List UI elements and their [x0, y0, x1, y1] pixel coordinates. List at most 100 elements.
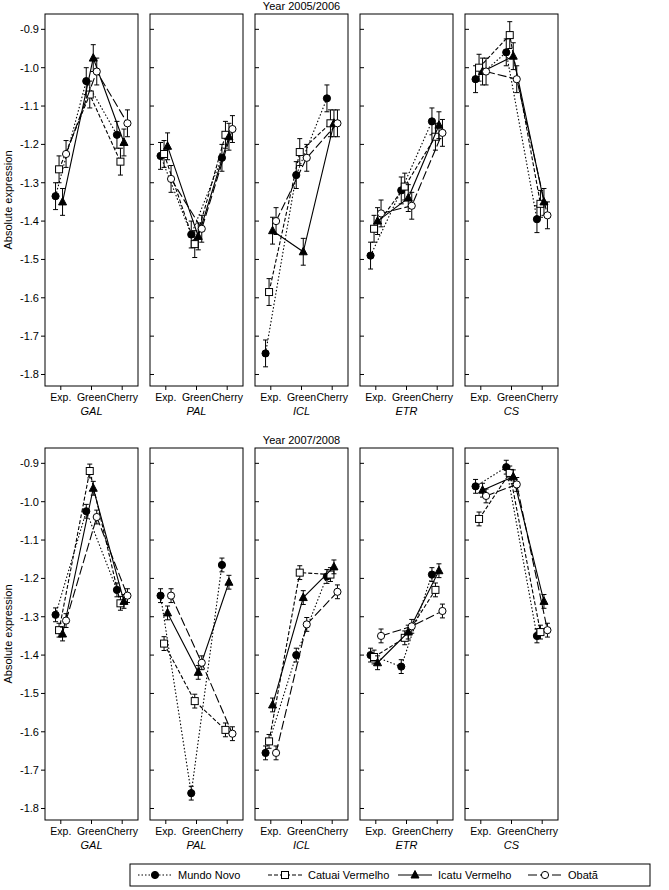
x-tick	[437, 820, 438, 824]
error-cap	[94, 84, 99, 85]
y-tick	[41, 259, 45, 260]
y-tick	[255, 221, 259, 222]
error-cap	[541, 188, 546, 189]
marker	[428, 571, 435, 578]
marker	[296, 569, 303, 576]
y-tick-label: -1.3	[20, 611, 39, 623]
y-tick	[41, 221, 45, 222]
x-tick-label: Cherry	[421, 391, 453, 403]
error-cap	[226, 575, 231, 576]
data-group: Mundo NovoCatuai VermelhoIcatu VermelhoO…	[262, 560, 341, 760]
marker	[282, 872, 289, 879]
y-axis-label: Absolute expression	[2, 150, 14, 249]
error-bar	[433, 583, 438, 597]
error-cap	[504, 65, 509, 66]
error-cap	[94, 523, 99, 524]
plot-frame	[45, 448, 138, 820]
error-cap	[162, 140, 167, 141]
marker	[428, 118, 435, 125]
series-line: Mundo Novo	[371, 121, 432, 255]
data-group: Mundo NovoCatuai VermelhoIcatu VermelhoO…	[157, 116, 236, 258]
marker	[509, 52, 517, 60]
error-cap	[484, 58, 489, 59]
y-tick	[465, 770, 469, 771]
error-cap	[409, 192, 414, 193]
x-tick-label: Green	[182, 825, 211, 837]
error-cap	[541, 594, 546, 595]
error-cap	[477, 525, 482, 526]
y-tick	[150, 221, 154, 222]
error-cap	[304, 171, 309, 172]
error-cap	[60, 188, 65, 189]
error-cap	[545, 228, 550, 229]
error-cap	[162, 167, 167, 168]
marker	[299, 593, 307, 601]
series-line: Obatã	[171, 129, 232, 229]
error-cap	[372, 215, 377, 216]
y-tick	[41, 578, 45, 579]
marker	[194, 668, 202, 676]
y-tick	[41, 374, 45, 375]
error-cap	[507, 21, 512, 22]
marker	[229, 125, 236, 132]
error-cap	[436, 563, 441, 564]
y-tick	[465, 259, 469, 260]
marker	[432, 586, 439, 593]
marker	[367, 252, 374, 259]
marker	[113, 131, 120, 138]
marker	[151, 871, 158, 878]
x-tick-label: Green	[497, 391, 526, 403]
data-group: Mundo NovoCatuai VermelhoIcatu VermelhoO…	[262, 85, 341, 367]
error-bar	[87, 464, 92, 478]
y-tick	[150, 463, 154, 464]
y-tick	[255, 182, 259, 183]
error-cap	[121, 155, 126, 156]
x-tick-label: Cherry	[526, 825, 558, 837]
y-tick	[41, 540, 45, 541]
error-cap	[372, 650, 377, 651]
y-tick	[41, 731, 45, 732]
marker	[472, 483, 479, 490]
y-tick	[360, 259, 364, 260]
marker	[303, 621, 310, 628]
error-bar	[297, 566, 302, 580]
y-tick	[255, 144, 259, 145]
marker	[334, 120, 341, 127]
panel: Exp.GreenCherryETRMundo NovoCatuai Verme…	[360, 14, 454, 417]
plot-frame	[465, 14, 558, 386]
y-tick	[360, 616, 364, 617]
x-tick	[542, 820, 543, 824]
series-line: Icatu Vermelho	[273, 123, 334, 251]
marker	[262, 350, 269, 357]
marker	[89, 54, 97, 62]
marker	[124, 592, 131, 599]
error-cap	[433, 596, 438, 597]
y-tick	[41, 808, 45, 809]
error-cap	[84, 518, 89, 519]
y-tick	[465, 731, 469, 732]
error-cap	[270, 711, 275, 712]
x-tick	[165, 386, 166, 390]
y-tick-label: -1.0	[20, 62, 39, 74]
y-tick	[41, 655, 45, 656]
error-cap	[301, 590, 306, 591]
y-tick	[465, 144, 469, 145]
y-tick	[360, 67, 364, 68]
y-tick	[465, 336, 469, 337]
plot-frame	[465, 448, 558, 820]
y-tick	[150, 501, 154, 502]
panel: Exp.GreenCherryPALMundo NovoCatuai Verme…	[150, 448, 244, 851]
marker	[198, 225, 205, 232]
error-cap	[64, 167, 69, 168]
y-tick	[465, 616, 469, 617]
marker	[93, 513, 100, 520]
y-tick	[360, 540, 364, 541]
error-cap	[511, 469, 516, 470]
y-tick	[465, 463, 469, 464]
series-line: Obatã	[486, 484, 547, 630]
marker	[262, 749, 269, 756]
y-tick	[255, 655, 259, 656]
legend: Mundo NovoCatuai VermelhoIcatu VermelhoO…	[130, 864, 650, 886]
x-tick	[375, 820, 376, 824]
error-cap	[91, 495, 96, 496]
